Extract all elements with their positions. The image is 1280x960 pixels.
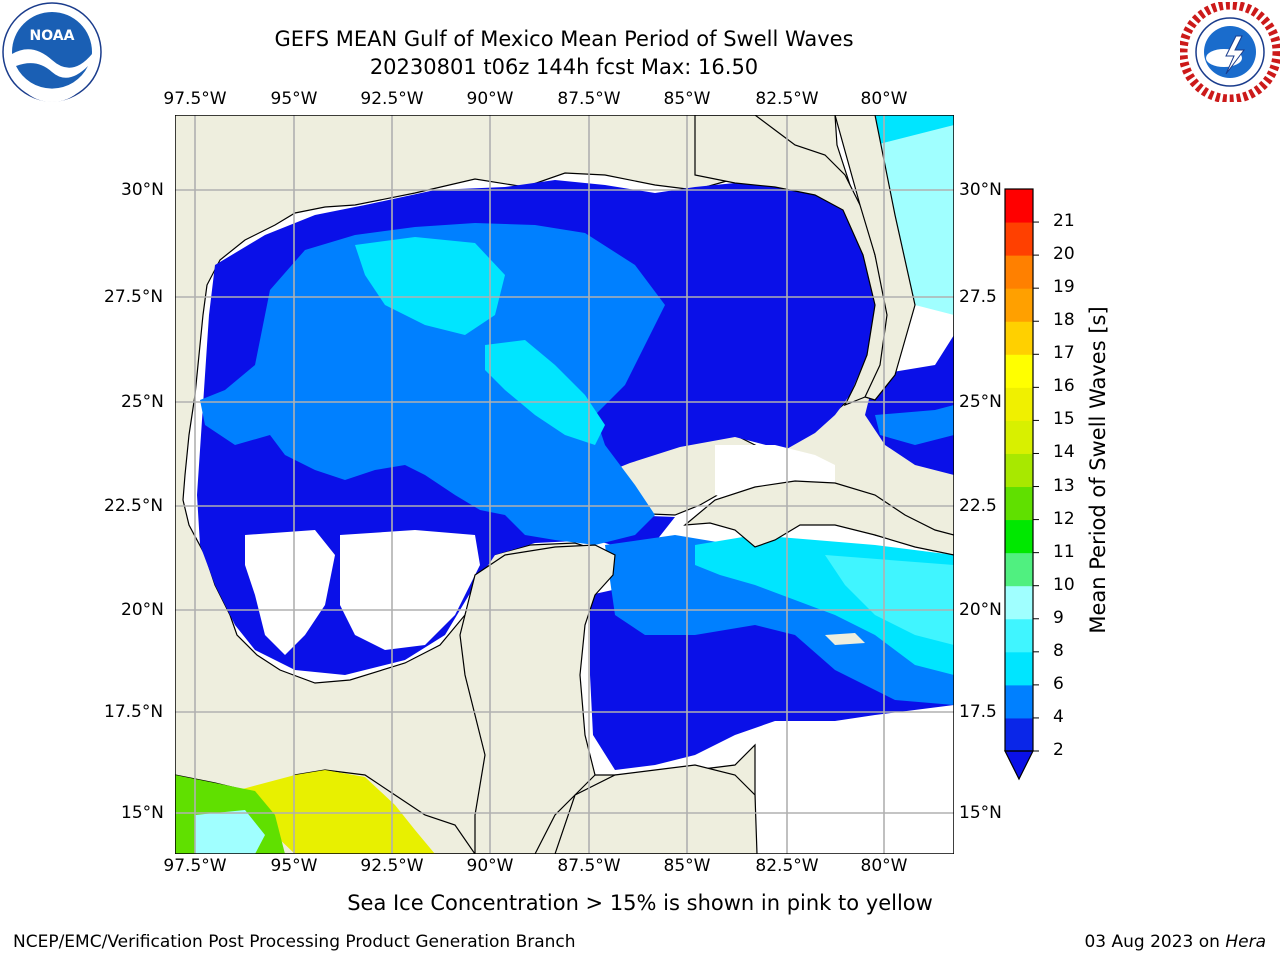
colorbar-tick-label: 12 [1053,508,1075,529]
lon-label-top: 87.5°W [557,89,621,109]
colorbar-swatch [1005,321,1033,355]
lat-label-right: 17.5 [959,702,997,722]
colorbar-tick-label: 13 [1053,475,1075,496]
lat-label-right: 22.5 [959,496,997,516]
colorbar-swatch [1005,354,1033,388]
lon-label-bottom: 90°W [466,856,514,876]
swell-8s-caribbean [825,555,954,645]
svg-text:NOAA: NOAA [30,28,75,44]
gulf-of-mexico-map [175,115,954,854]
colorbar-swatch [1005,255,1033,289]
colorbar-tick-label: 14 [1053,442,1075,463]
colorbar-tick-label: 15 [1053,409,1075,430]
colorbar-extend-arrow [1004,750,1034,781]
swell-4s-east [875,405,954,445]
colorbar-swatch [1005,618,1033,653]
lon-label-bottom: 95°W [270,856,318,876]
colorbar-tick-label: 8 [1053,640,1064,661]
colorbar-frame [1004,188,1034,752]
chart-subtitle: 20230801 t06z 144h fcst Max: 16.50 [369,55,759,79]
cuba-land [683,480,954,556]
lat-label-left: 25°N [121,392,164,412]
colorbar-swatch [1005,288,1033,322]
jamaica-land [825,633,865,645]
machine-name: Hera [1225,932,1266,952]
colorbar-tick-label: 17 [1053,343,1075,364]
date-text: 03 Aug 2023 on [1084,932,1226,952]
colorbar-tick-label: 6 [1053,673,1064,694]
swell-4s-region [200,223,665,545]
lat-label-left: 20°N [121,600,164,620]
colorbar-swatch [1005,486,1033,521]
pacific-lightcyan [195,810,265,854]
lon-label-top: 90°W [466,89,514,109]
lon-label-top: 95°W [270,89,318,109]
noaa-logo: NOAA [2,2,102,102]
lat-label-left: 30°N [121,180,164,200]
lat-label-right: 30°N [959,180,1002,200]
colorbar-swatch [1005,387,1033,421]
colorbar-tick-label: 19 [1053,277,1075,298]
lon-label-bottom: 85°W [663,856,711,876]
lon-label-top: 97.5°W [163,89,227,109]
colorbar-swatch [1005,552,1033,587]
sea-ice-note: Sea Ice Concentration > 15% is shown in … [347,891,933,915]
colorbar-swatch [1005,519,1033,554]
no-data-campeche [245,530,335,655]
colorbar-swatch [1005,453,1033,488]
honduras-land [554,764,758,854]
colorbar-swatch [1005,222,1033,256]
colorbar-tick-label: 9 [1053,607,1064,628]
lon-label-bottom: 97.5°W [163,856,227,876]
lat-label-left: 27.5°N [104,287,164,307]
lat-label-right: 15°N [959,803,1002,823]
lat-label-left: 17.5°N [104,702,164,722]
colorbar-tick-label: 20 [1053,244,1075,265]
no-data-campeche2 [340,530,480,650]
producer-credit: NCEP/EMC/Verification Post Processing Pr… [13,932,576,952]
swell-6s-strip [485,340,605,445]
colorbar-tick-label: 4 [1053,706,1064,727]
florida-land-east [834,115,916,401]
colorbar-title: Mean Period of Swell Waves [s] [1086,306,1110,634]
colorbar-swatch [1005,651,1033,686]
graticule [175,115,954,854]
lat-label-left: 22.5°N [104,496,164,516]
lon-label-bottom: 82.5°W [755,856,819,876]
colorbar-tick-label: 11 [1053,541,1075,562]
colorbar-tick-label: 16 [1053,376,1075,397]
colorbar-swatch [1005,585,1033,620]
nws-logo [1180,2,1280,102]
lon-label-top: 80°W [860,89,908,109]
chart-title: GEFS MEAN Gulf of Mexico Mean Period of … [274,27,854,51]
colorbar-tick-label: 18 [1053,310,1075,331]
colorbar [1004,188,1039,781]
colorbar-tick-label: 21 [1053,211,1075,232]
yucatan-land [459,544,616,854]
lon-label-top: 92.5°W [360,89,424,109]
lat-label-right: 27.5 [959,287,997,307]
date-stamp: 03 Aug 2023 on Hera [1084,932,1266,952]
lon-label-bottom: 87.5°W [557,856,621,876]
colorbar-swatch [1005,420,1033,454]
colorbar-swatch [1005,717,1033,752]
lon-label-bottom: 80°W [860,856,908,876]
colorbar-swatch [1005,189,1033,223]
swell-8s-atlantic [875,125,954,315]
lon-label-top: 82.5°W [755,89,819,109]
lon-label-top: 85°W [663,89,711,109]
pacific-yellow [235,770,435,854]
lat-label-left: 15°N [121,803,164,823]
colorbar-tick-label: 10 [1053,574,1075,595]
lat-label-right: 25°N [959,392,1002,412]
colorbar-tick-label: 2 [1053,740,1064,760]
lon-label-bottom: 92.5°W [360,856,424,876]
lat-label-right: 20°N [959,600,1002,620]
colorbar-swatch [1005,684,1033,719]
